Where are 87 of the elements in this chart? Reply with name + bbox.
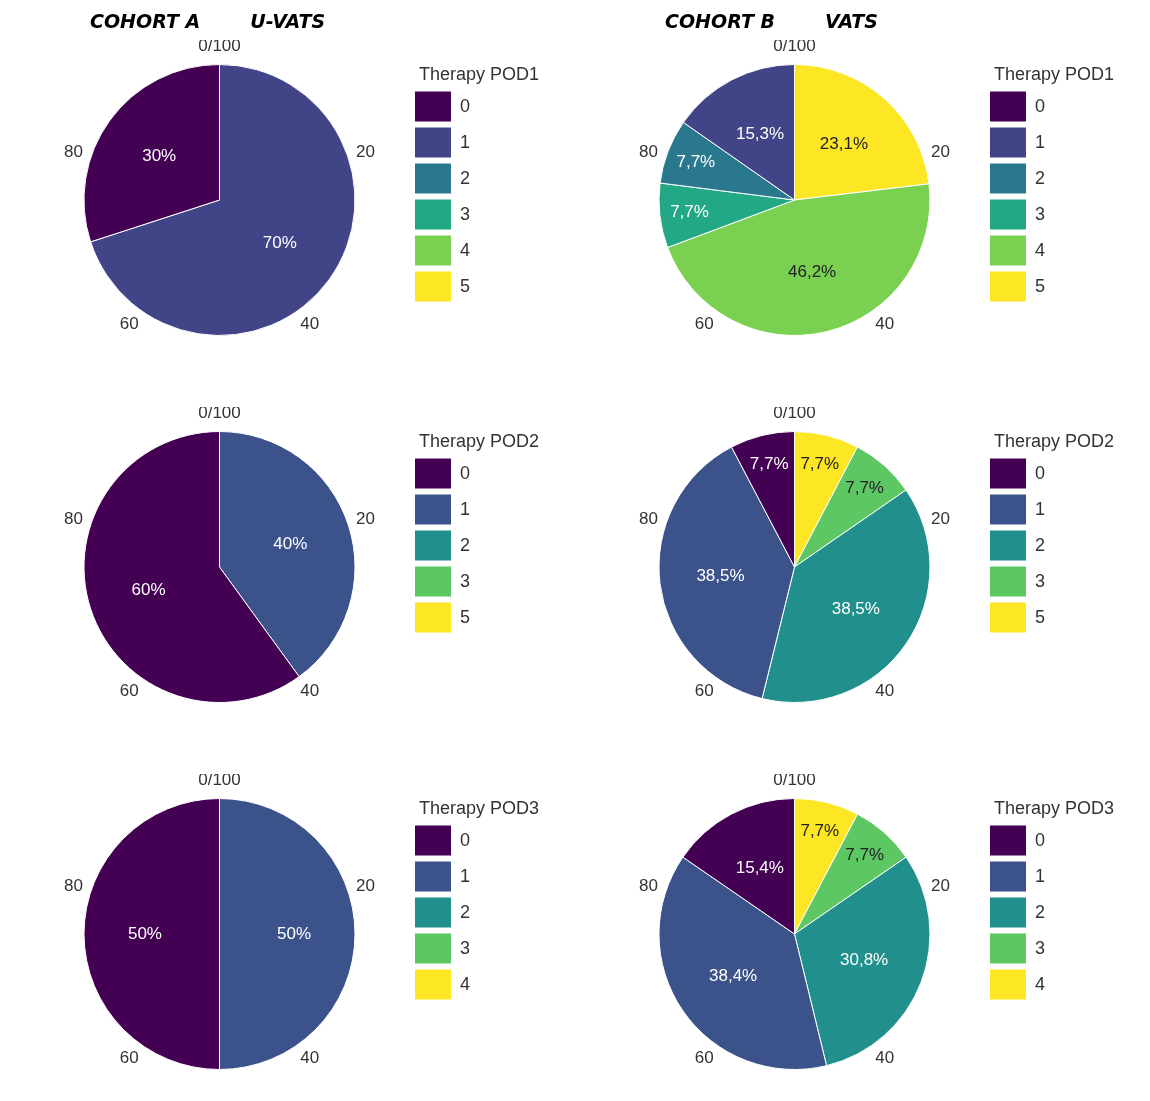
legend-label: 4 <box>1034 239 1045 260</box>
data-label: 15,4% <box>735 857 784 877</box>
legend-label: 4 <box>1034 973 1045 994</box>
legend-label: 1 <box>1034 498 1045 519</box>
legend-label: 0 <box>459 462 470 483</box>
data-label: 40% <box>273 533 308 553</box>
legend-label: 4 <box>459 973 470 994</box>
text: 40 <box>875 313 895 333</box>
legend-label: 0 <box>459 829 470 850</box>
text: 80 <box>639 142 658 162</box>
legend-label: 0 <box>459 95 470 116</box>
legend-label: 2 <box>459 167 470 188</box>
legend-label: 4 <box>459 239 470 260</box>
legend-label: 2 <box>459 534 470 555</box>
text: 20 <box>931 509 950 529</box>
chart-subtitle: VATS <box>824 10 878 32</box>
legend-label: 3 <box>1034 203 1045 224</box>
data-label: 38,5% <box>831 599 880 619</box>
legend-label: 0 <box>1034 462 1045 483</box>
text: 80 <box>639 876 658 896</box>
data-label: 50% <box>277 923 312 943</box>
legend-label: 3 <box>1034 570 1045 591</box>
legend-label: 1 <box>1034 865 1045 886</box>
legend-label: 1 <box>459 865 470 886</box>
data-label: 38,5% <box>696 565 745 585</box>
data-label: 70% <box>262 233 297 253</box>
data-label: 38,4% <box>709 965 758 985</box>
data-label: 15,3% <box>735 123 785 143</box>
text: 80 <box>64 876 83 896</box>
data-label: 30,8% <box>840 950 889 970</box>
text: 20 <box>356 142 375 162</box>
legend-label: 5 <box>459 606 470 627</box>
data-label: 7,7% <box>845 844 885 864</box>
text: 40 <box>300 1047 320 1067</box>
text: 60 <box>694 313 714 333</box>
legend-label: 5 <box>459 275 470 296</box>
chart-title: COHORT A <box>90 10 201 32</box>
legend-label: 0 <box>1034 95 1045 116</box>
legend-label: 3 <box>459 203 470 224</box>
data-label: 23,1% <box>819 133 869 153</box>
text: 80 <box>64 509 83 529</box>
legend-title: Therapy POD1 <box>993 63 1115 84</box>
legend-label: 0 <box>1034 829 1045 850</box>
text: 60 <box>119 680 139 700</box>
chart-title: COHORT B <box>665 10 775 32</box>
text: 40 <box>875 680 895 700</box>
data-label: 7,7% <box>845 477 884 497</box>
text: 40 <box>300 680 320 700</box>
legend-label: 5 <box>1034 606 1045 627</box>
text: 60 <box>694 1047 714 1067</box>
data-label: 7,7% <box>800 454 840 474</box>
text: 60 <box>119 1047 139 1067</box>
legend-label: 1 <box>459 131 470 152</box>
text: 20 <box>356 876 375 896</box>
chart-subtitle: U-VATS <box>250 10 326 32</box>
legend-title: Therapy POD1 <box>418 63 540 84</box>
legend-title: Therapy POD3 <box>993 797 1115 818</box>
data-label: 46,2% <box>788 262 837 282</box>
data-label: 30% <box>142 145 177 165</box>
data-label: 7,7% <box>676 151 716 171</box>
data-label: 7,7% <box>749 454 789 474</box>
text: 40 <box>300 313 320 333</box>
legend-label: 5 <box>1034 275 1045 296</box>
legend-label: 3 <box>459 570 470 591</box>
text: 20 <box>931 142 950 162</box>
text: 80 <box>64 142 83 162</box>
legend-label: 2 <box>1034 534 1045 555</box>
data-label: 7,7% <box>670 201 709 221</box>
legend-title: Therapy POD3 <box>418 797 540 818</box>
data-label: 7,7% <box>800 821 840 841</box>
text: 40 <box>875 1047 895 1067</box>
text: 20 <box>356 509 375 529</box>
legend-label: 2 <box>1034 901 1045 922</box>
legend-label: 3 <box>1034 937 1045 958</box>
legend-label: 2 <box>459 901 470 922</box>
legend-title: Therapy POD2 <box>418 430 540 451</box>
text: 60 <box>119 313 139 333</box>
legend-label: 1 <box>459 498 470 519</box>
legend-title: Therapy POD2 <box>993 430 1115 451</box>
text: 20 <box>931 876 950 896</box>
text: 60 <box>694 680 714 700</box>
text: 80 <box>639 509 658 529</box>
legend-label: 2 <box>1034 167 1045 188</box>
data-label: 50% <box>127 923 162 943</box>
legend-label: 1 <box>1034 131 1045 152</box>
legend-label: 3 <box>459 937 470 958</box>
data-label: 60% <box>131 579 166 599</box>
